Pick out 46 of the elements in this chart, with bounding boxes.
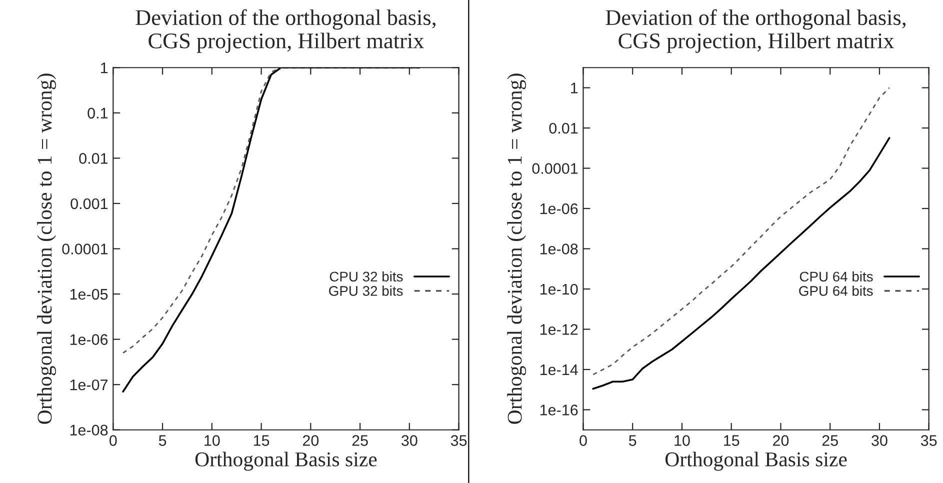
x-tick-label: 10: [204, 435, 220, 446]
x-tick-label: 10: [674, 435, 690, 446]
legend-label: GPU 32 bits: [329, 286, 403, 296]
x-axis-title: Orthogonal Basis size: [195, 452, 377, 471]
x-tick-label: 0: [580, 435, 587, 446]
x-tick-label: 30: [402, 435, 418, 446]
y-tick-label: 1e-16: [540, 404, 578, 416]
y-tick-label: 1: [571, 82, 578, 94]
y-tick-label: 0.01: [79, 153, 108, 164]
y-tick-label: 0.001: [70, 198, 108, 210]
y-tick-label: 1e-06: [70, 334, 108, 345]
y-tick-label: 1e-12: [540, 324, 578, 335]
y-tick-label: 0.1: [88, 108, 108, 119]
y-tick-label: 0.0001: [532, 163, 578, 174]
y-tick-label: 1e-10: [540, 284, 578, 295]
x-tick-label: 25: [352, 435, 368, 446]
line-series: [592, 87, 890, 376]
y-tick-label: 1e-07: [70, 379, 108, 390]
line-series: [592, 137, 890, 390]
y-tick-label: 1e-06: [540, 203, 578, 214]
x-tick-label: 5: [628, 435, 636, 446]
chart-title: Deviation of the orthogonal basis, CGS projection, Hilbert matrix: [136, 9, 436, 53]
y-axis-title: Orthogonal deviation (close to 1 = wrong): [507, 74, 526, 424]
y-tick-label: 1e-08: [540, 244, 578, 254]
y-tick-label: 1: [100, 62, 108, 74]
x-tick-label: 5: [158, 435, 166, 446]
x-tick-label: 30: [872, 435, 888, 446]
y-axis-title: Orthogonal deviation (close to 1 = wrong): [37, 74, 56, 424]
legend-label: GPU 64 bits: [799, 286, 873, 296]
y-tick-label: 0.0001: [62, 244, 108, 254]
x-tick-label: 25: [822, 435, 838, 446]
x-tick-label: 15: [724, 435, 740, 446]
chart-title: Deviation of the orthogonal basis, CGS projection, Hilbert matrix: [606, 9, 906, 53]
x-axis-title: Orthogonal Basis size: [665, 452, 847, 471]
x-tick-label: 15: [254, 435, 270, 446]
y-tick-label: 1e-08: [70, 424, 108, 436]
x-tick-label: 0: [110, 435, 117, 446]
x-tick-label: 20: [773, 435, 789, 446]
y-tick-label: 1e-05: [70, 288, 108, 300]
legend-label: CPU 64 bits: [800, 271, 873, 282]
y-tick-label: 1e-14: [540, 364, 578, 376]
x-tick-label: 35: [920, 435, 937, 446]
legend-label: CPU 32 bits: [330, 271, 403, 282]
x-tick-label: 35: [450, 435, 467, 446]
x-tick-label: 20: [302, 435, 319, 446]
y-tick-label: 0.01: [549, 122, 578, 134]
